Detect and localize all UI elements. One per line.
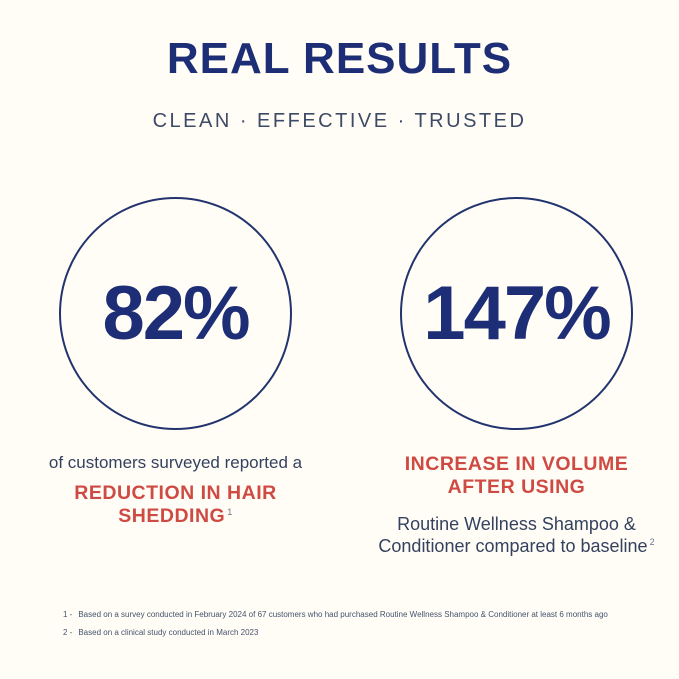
footnote-1: 1 - Based on a survey conducted in Februa… (63, 610, 653, 619)
stat-value-left: 82% (102, 271, 250, 356)
footnote-ref-1: 1 (227, 506, 233, 517)
stat-highlight-left: REDUCTION IN HAIR SHEDDING 1 (53, 482, 298, 529)
footnote-1-text: Based on a survey conducted in February … (78, 610, 608, 619)
stat-value-right: 147% (423, 271, 611, 356)
tagline: CLEAN · EFFECTIVE · TRUSTED (152, 110, 527, 132)
stat-highlight-right: INCREASE IN VOLUME AFTER USING (404, 453, 629, 499)
footnotes: 1 - Based on a survey conducted in Februa… (63, 610, 653, 646)
stat-lead-left: of customers surveyed reported a (48, 453, 303, 472)
stat-column-left: 82% of customers surveyed reported a RED… (18, 197, 333, 529)
page-title: REAL RESULTS (166, 34, 513, 83)
stat-column-right: 147% INCREASE IN VOLUME AFTER USING Rout… (359, 197, 674, 558)
stat-detail-right: Routine Wellness Shampoo & Conditioner c… (367, 513, 667, 558)
footnote-ref-2: 2 (649, 537, 655, 548)
footnote-2-text: Based on a clinical study conducted in M… (78, 628, 259, 637)
stat-detail-right-text: Routine Wellness Shampoo & Conditioner c… (378, 513, 648, 557)
footnote-1-marker: 1 - (63, 610, 73, 619)
stat-circle-right: 147% (400, 197, 633, 430)
footnote-2-marker: 2 - (63, 628, 73, 637)
stat-circle-left: 82% (59, 197, 292, 430)
footnote-2: 2 - Based on a clinical study conducted i… (63, 628, 653, 637)
stat-highlight-left-text: REDUCTION IN HAIR SHEDDING (74, 482, 277, 528)
